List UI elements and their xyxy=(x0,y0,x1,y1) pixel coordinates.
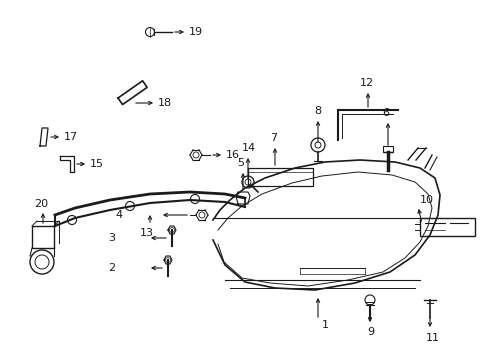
Text: 3: 3 xyxy=(108,233,115,243)
Text: 7: 7 xyxy=(269,133,277,143)
Bar xyxy=(247,168,312,186)
Text: 9: 9 xyxy=(366,327,373,337)
Text: 13: 13 xyxy=(140,228,154,238)
Text: 11: 11 xyxy=(425,333,439,343)
Text: 16: 16 xyxy=(225,150,240,160)
Text: 14: 14 xyxy=(242,143,256,153)
Bar xyxy=(32,226,54,248)
Text: 8: 8 xyxy=(313,106,321,116)
Text: 12: 12 xyxy=(359,78,373,88)
Text: 1: 1 xyxy=(321,320,328,330)
Text: 17: 17 xyxy=(64,132,78,142)
Text: 18: 18 xyxy=(158,98,172,108)
Text: 15: 15 xyxy=(90,159,104,169)
Text: 6: 6 xyxy=(381,108,388,118)
Text: 10: 10 xyxy=(419,195,433,205)
Bar xyxy=(419,218,474,236)
Text: 19: 19 xyxy=(189,27,203,37)
Bar xyxy=(382,146,392,152)
Text: 4: 4 xyxy=(115,210,122,220)
Text: 5: 5 xyxy=(237,158,244,168)
Text: 20: 20 xyxy=(34,199,48,209)
Text: 2: 2 xyxy=(108,263,115,273)
